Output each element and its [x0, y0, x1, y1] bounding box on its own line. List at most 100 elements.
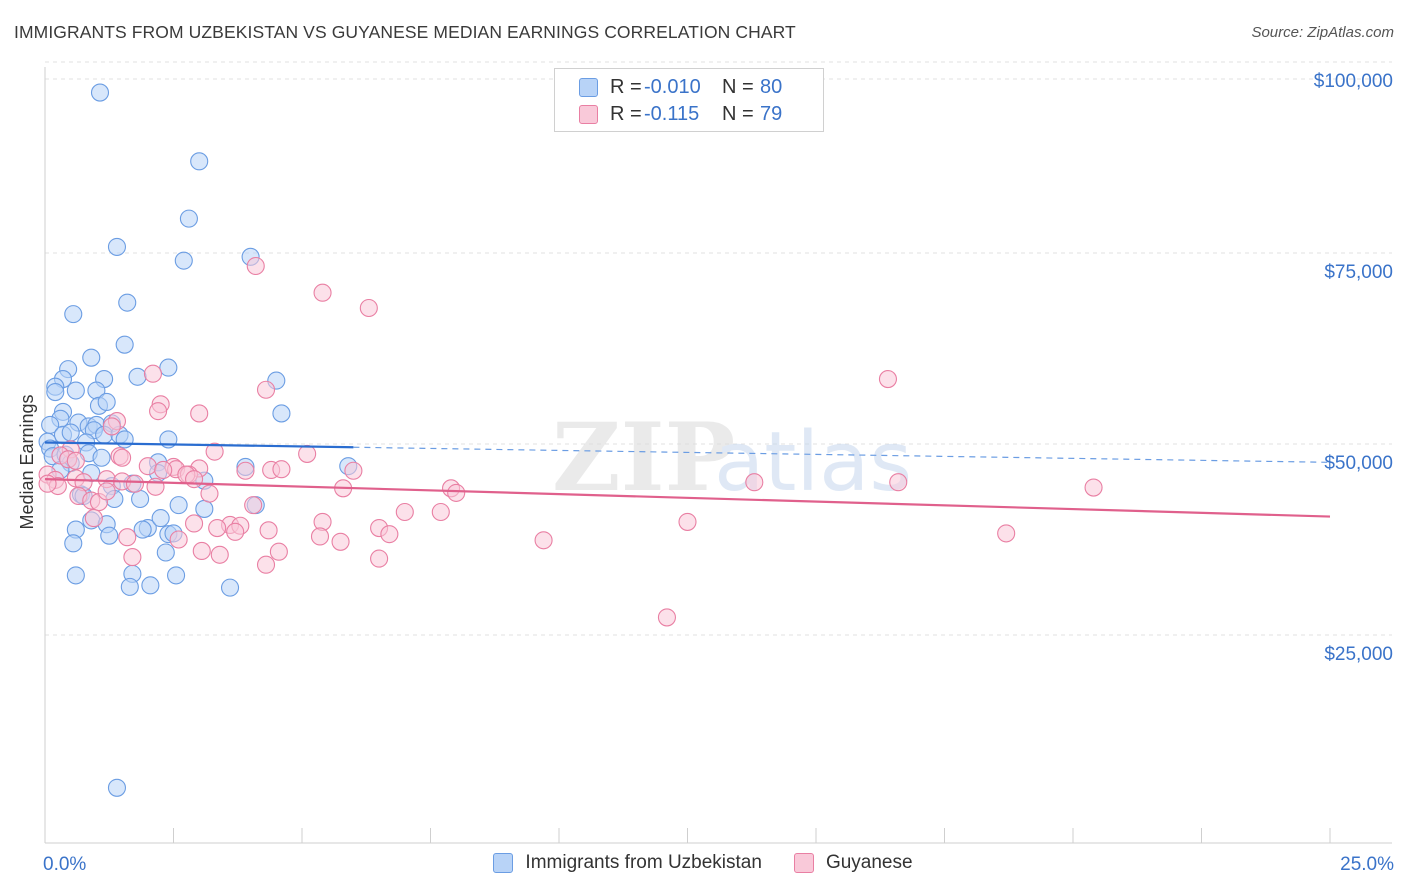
data-point — [113, 448, 132, 467]
data-point — [359, 298, 378, 318]
data-point — [66, 451, 85, 470]
series-legend-item-uzbekistan[interactable]: Immigrants from Uzbekistan — [493, 852, 762, 874]
series-legend-label-guyanese: Guyanese — [825, 852, 913, 873]
data-point — [146, 477, 165, 496]
data-point — [313, 283, 332, 302]
data-point — [156, 543, 175, 562]
gridlines — [45, 61, 1392, 636]
data-point — [272, 460, 291, 479]
data-point — [344, 461, 363, 480]
data-point — [143, 364, 162, 383]
data-point — [185, 514, 204, 533]
data-point — [64, 534, 83, 553]
series-legend: Immigrants from Uzbekistan Guyanese — [0, 852, 1406, 874]
data-point — [159, 358, 178, 377]
data-point — [100, 526, 119, 545]
y-tick-label: $25,000 — [1324, 644, 1393, 665]
data-point — [657, 608, 676, 627]
y-axis-title: Median Earnings — [17, 394, 37, 529]
data-point — [298, 444, 317, 463]
series-legend-swatch-guyanese — [793, 853, 814, 873]
data-point — [64, 305, 83, 324]
data-point — [380, 525, 399, 544]
y-tick-label: $75,000 — [1324, 262, 1393, 283]
data-point — [174, 251, 193, 270]
data-point — [200, 484, 219, 503]
data-point — [92, 448, 111, 467]
trend-line-solid — [44, 478, 1331, 518]
data-point — [66, 381, 85, 400]
data-point — [118, 528, 137, 547]
legend-row-guyanese: R = -0.115 N = 79 — [579, 102, 782, 126]
data-point — [179, 209, 198, 228]
legend-r-value: -0.115 — [644, 102, 700, 125]
data-point — [447, 483, 466, 502]
data-point — [220, 578, 240, 597]
legend-n-value: 80 — [760, 75, 783, 98]
chart-title: IMMIGRANTS FROM UZBEKISTAN VS GUYANESE M… — [14, 22, 796, 42]
series-guyanese — [38, 256, 1103, 627]
data-point — [269, 542, 288, 561]
data-point — [38, 474, 57, 493]
data-point — [190, 152, 209, 171]
data-point — [534, 531, 553, 550]
data-point — [889, 473, 908, 492]
data-point — [107, 778, 127, 797]
legend-n-label: N = — [722, 75, 754, 98]
data-point — [84, 509, 103, 528]
data-point — [259, 521, 278, 540]
data-point — [118, 293, 137, 312]
trend-line-dashed — [353, 446, 1331, 463]
data-point — [138, 457, 157, 476]
data-point — [46, 382, 65, 402]
data-point — [310, 527, 330, 546]
data-point — [878, 370, 898, 389]
data-point — [256, 555, 276, 574]
data-point — [154, 460, 173, 480]
x-tick-label-min: 0.0% — [43, 854, 86, 875]
data-point — [128, 367, 147, 386]
data-point — [745, 473, 764, 492]
data-point — [61, 423, 80, 442]
data-point — [331, 532, 350, 551]
data-point — [97, 392, 116, 412]
data-point — [133, 520, 152, 539]
data-point — [97, 482, 116, 501]
data-point — [195, 499, 214, 518]
legend-r-label: R = — [610, 75, 642, 98]
data-point — [395, 502, 414, 522]
data-point — [192, 541, 211, 561]
axis-labels: $25,000 $50,000 $75,000 $100,000 0.0% 25.0% Me… — [17, 71, 1394, 875]
data-point — [678, 512, 697, 531]
data-point — [431, 502, 450, 522]
data-point — [120, 577, 139, 596]
trend-lines — [44, 441, 1331, 518]
data-point — [246, 256, 265, 276]
data-point — [167, 566, 186, 585]
data-point — [272, 404, 291, 423]
data-point — [149, 402, 168, 421]
data-point — [226, 522, 245, 541]
series-legend-item-guyanese[interactable]: Guyanese — [793, 852, 913, 874]
data-point — [169, 530, 188, 549]
data-point — [185, 470, 204, 489]
data-point — [107, 237, 127, 256]
watermark: ZIP atlas — [552, 403, 912, 513]
data-point — [123, 548, 142, 567]
legend-swatch-guyanese — [579, 104, 598, 124]
legend-n-value: 79 — [760, 102, 783, 125]
watermark-atlas: atlas — [714, 415, 912, 510]
data-point — [90, 83, 110, 102]
legend-row-uzbekistan: R = -0.010 N = 80 — [579, 75, 782, 99]
legend-r-value: -0.010 — [644, 75, 701, 98]
x-tick-label-max: 25.0% — [1340, 854, 1394, 875]
series-legend-label-uzbekistan: Immigrants from Uzbekistan — [525, 852, 762, 873]
data-point — [141, 576, 160, 595]
data-point — [236, 461, 255, 480]
data-point — [125, 474, 144, 493]
data-point — [190, 404, 209, 423]
data-point — [82, 348, 101, 367]
data-point — [131, 489, 150, 509]
data-point — [169, 496, 188, 515]
